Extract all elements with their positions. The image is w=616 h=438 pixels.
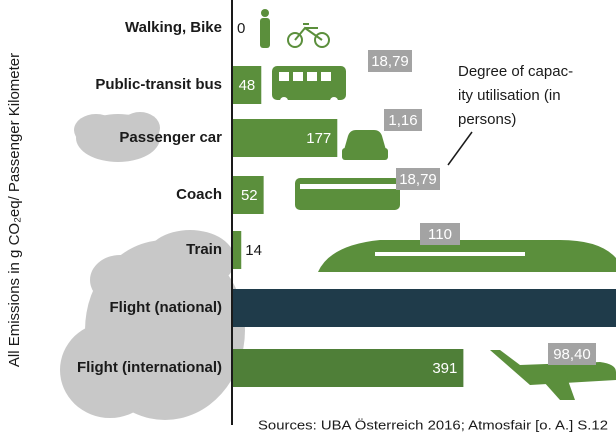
- capacity-box: [548, 343, 596, 365]
- source: Sources: UBA Österreich 2016; Atmosfair …: [258, 417, 608, 432]
- value-label: 52: [241, 187, 258, 204]
- capacity-label: 18,79: [399, 171, 437, 188]
- icons: [260, 9, 616, 400]
- value-label: 48: [239, 77, 256, 94]
- value-label: 14: [245, 242, 262, 259]
- value-label: 391: [432, 360, 457, 377]
- bar: [233, 349, 464, 387]
- capacity-label: 1,16: [388, 112, 417, 129]
- category-label: Flight (international): [77, 359, 222, 376]
- category-label: Train: [186, 241, 222, 258]
- capacity-label: 110: [428, 226, 452, 243]
- bar: [233, 176, 264, 214]
- capacity-box: [368, 50, 412, 72]
- capacity-box: [420, 223, 460, 245]
- annotation-pointer: [447, 131, 473, 166]
- annotation: ity utilisation (in: [458, 87, 561, 104]
- bar: [233, 119, 338, 157]
- category-label: Flight (national): [110, 299, 222, 316]
- annotation: Degree of capac-: [458, 63, 573, 80]
- bar: [233, 231, 242, 269]
- value-label: 177: [306, 130, 331, 147]
- bar: [233, 66, 262, 104]
- category-label: Passenger car: [119, 129, 222, 146]
- value-label: 0: [237, 20, 245, 37]
- category-label: Coach: [176, 186, 222, 203]
- capacity-box: [396, 168, 440, 190]
- annotation: persons): [458, 111, 516, 128]
- category-label: Public-transit bus: [95, 76, 222, 93]
- capacity-box: [384, 109, 422, 131]
- capacity-label: 18,79: [371, 53, 409, 70]
- bar: [233, 289, 616, 327]
- capacity-label: 98,40: [553, 346, 591, 363]
- clouds: [60, 112, 245, 420]
- y-axis-label: All Emissions in g CO₂eq/ Passenger Kilo…: [6, 53, 23, 367]
- category-label: Walking, Bike: [125, 19, 222, 36]
